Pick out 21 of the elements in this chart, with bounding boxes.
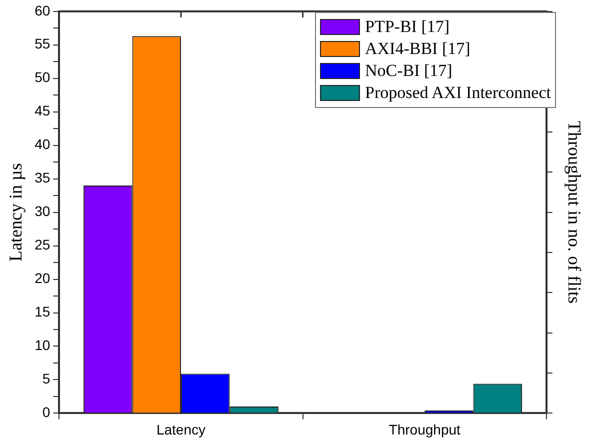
x-tick-label: Throughput (388, 421, 461, 438)
y-tick-label: 10 (34, 337, 50, 354)
y2-axis-title: Throughput in no. of flits (564, 121, 584, 304)
y-axis-title: Latency in µs (6, 163, 26, 262)
y-tick-label: 35 (34, 170, 50, 186)
y-tick-label: 55 (34, 36, 50, 52)
y-tick-label: 60 (34, 2, 50, 18)
y-tick-label: 0 (42, 404, 50, 420)
y-tick-label: 40 (34, 136, 50, 152)
x-tick-label: Latency (156, 421, 206, 438)
y-tick-label: 15 (34, 304, 50, 320)
legend-label: AXI4-BBI [17] (364, 39, 470, 59)
legend-label: NoC-BI [17] (364, 61, 452, 81)
y-tick-label: 45 (34, 102, 50, 119)
y-tick-label: 5 (42, 370, 50, 387)
y-tick-label: 30 (34, 203, 50, 220)
y-tick-label: 25 (34, 236, 50, 253)
legend-label: PTP-BI [17] (364, 17, 450, 37)
y-tick-label: 20 (34, 270, 50, 286)
y-tick-label: 50 (34, 69, 50, 86)
legend-label: Proposed AXI Interconnect (364, 83, 551, 103)
